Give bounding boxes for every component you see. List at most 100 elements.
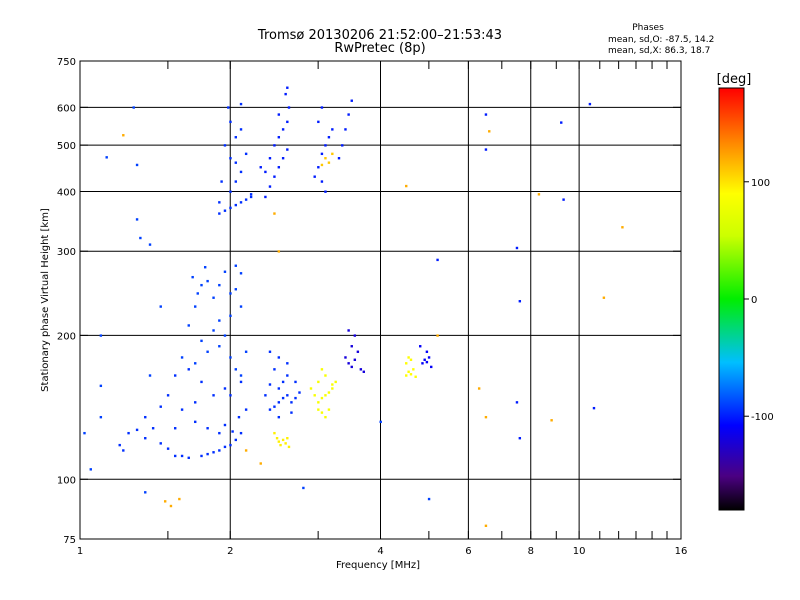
- data-point: [234, 438, 238, 442]
- data-point: [287, 445, 291, 449]
- data-point: [229, 314, 232, 318]
- colorbar-tick-label: -100: [751, 412, 774, 423]
- data-point: [234, 136, 238, 139]
- data-point: [229, 120, 232, 124]
- data-point: [99, 384, 103, 388]
- data-point: [412, 368, 415, 371]
- data-point: [317, 120, 320, 124]
- data-point: [132, 106, 135, 109]
- data-point: [239, 128, 243, 131]
- data-point: [518, 436, 522, 440]
- data-point: [407, 356, 410, 359]
- data-point: [550, 419, 553, 422]
- data-point: [148, 374, 152, 377]
- data-point: [244, 152, 248, 156]
- data-point: [313, 394, 316, 397]
- data-point: [350, 365, 353, 369]
- data-point: [218, 431, 221, 435]
- data-point: [477, 387, 481, 390]
- data-point: [212, 329, 215, 332]
- data-point: [187, 324, 190, 327]
- data-point: [324, 415, 327, 419]
- data-point: [268, 408, 272, 411]
- data-point: [298, 391, 301, 394]
- data-point: [268, 383, 272, 386]
- data-point: [427, 356, 431, 359]
- data-point: [234, 180, 238, 183]
- data-point: [602, 296, 606, 299]
- data-point: [425, 360, 429, 364]
- data-point: [273, 368, 276, 371]
- data-point: [320, 163, 324, 167]
- data-point: [83, 431, 86, 435]
- data-point: [405, 184, 408, 188]
- data-point: [313, 175, 316, 178]
- x-tick-label: 2: [227, 546, 233, 557]
- data-point: [518, 300, 522, 303]
- data-point: [356, 350, 360, 353]
- x-tick-label: 10: [573, 546, 586, 557]
- data-point: [99, 334, 103, 337]
- data-point: [484, 113, 488, 116]
- data-point: [229, 394, 232, 397]
- data-point: [317, 408, 320, 411]
- data-point: [268, 157, 272, 160]
- data-point: [327, 136, 331, 139]
- data-point: [191, 275, 194, 279]
- data-point: [320, 396, 324, 400]
- data-point: [414, 375, 417, 378]
- data-point: [194, 420, 197, 424]
- data-point: [277, 440, 281, 443]
- data-point: [234, 288, 238, 291]
- colorbar: [718, 87, 745, 511]
- data-point: [218, 345, 221, 348]
- data-point: [515, 246, 519, 250]
- data-point: [350, 345, 353, 348]
- y-tick-label: 500: [57, 141, 76, 152]
- data-point: [320, 152, 324, 156]
- data-point: [173, 454, 177, 458]
- data-point: [537, 193, 541, 196]
- data-point: [277, 136, 281, 139]
- data-point: [194, 401, 197, 404]
- data-point: [290, 401, 293, 404]
- data-point: [409, 358, 413, 361]
- data-point: [515, 401, 519, 404]
- data-point: [203, 266, 207, 269]
- data-point: [212, 451, 215, 454]
- data-point: [206, 279, 209, 283]
- data-point: [592, 406, 596, 410]
- colorbar-label: [deg]: [717, 72, 752, 87]
- data-point: [488, 130, 491, 133]
- data-points: [83, 86, 624, 528]
- data-point: [341, 144, 344, 147]
- data-point: [118, 443, 121, 447]
- data-point: [259, 462, 262, 465]
- data-point: [287, 106, 291, 109]
- data-point: [436, 258, 439, 262]
- data-point: [324, 190, 327, 193]
- data-point: [159, 405, 162, 408]
- data-point: [239, 102, 243, 106]
- data-point: [337, 157, 341, 160]
- data-point: [144, 415, 147, 419]
- data-point: [430, 365, 433, 369]
- data-point: [239, 305, 243, 308]
- data-point: [218, 283, 221, 287]
- data-point: [122, 449, 125, 452]
- data-point: [249, 195, 253, 199]
- data-point: [405, 374, 408, 377]
- data-point: [144, 491, 147, 494]
- data-point: [99, 415, 103, 419]
- x-tick-label: 8: [528, 546, 534, 557]
- data-point: [277, 166, 281, 169]
- data-point: [294, 380, 297, 384]
- data-point: [359, 368, 363, 371]
- data-point: [187, 456, 190, 460]
- data-point: [234, 368, 238, 371]
- data-point: [353, 334, 357, 337]
- data-point: [127, 431, 130, 435]
- data-point: [244, 198, 248, 201]
- data-point: [234, 203, 238, 207]
- data-point: [286, 436, 289, 440]
